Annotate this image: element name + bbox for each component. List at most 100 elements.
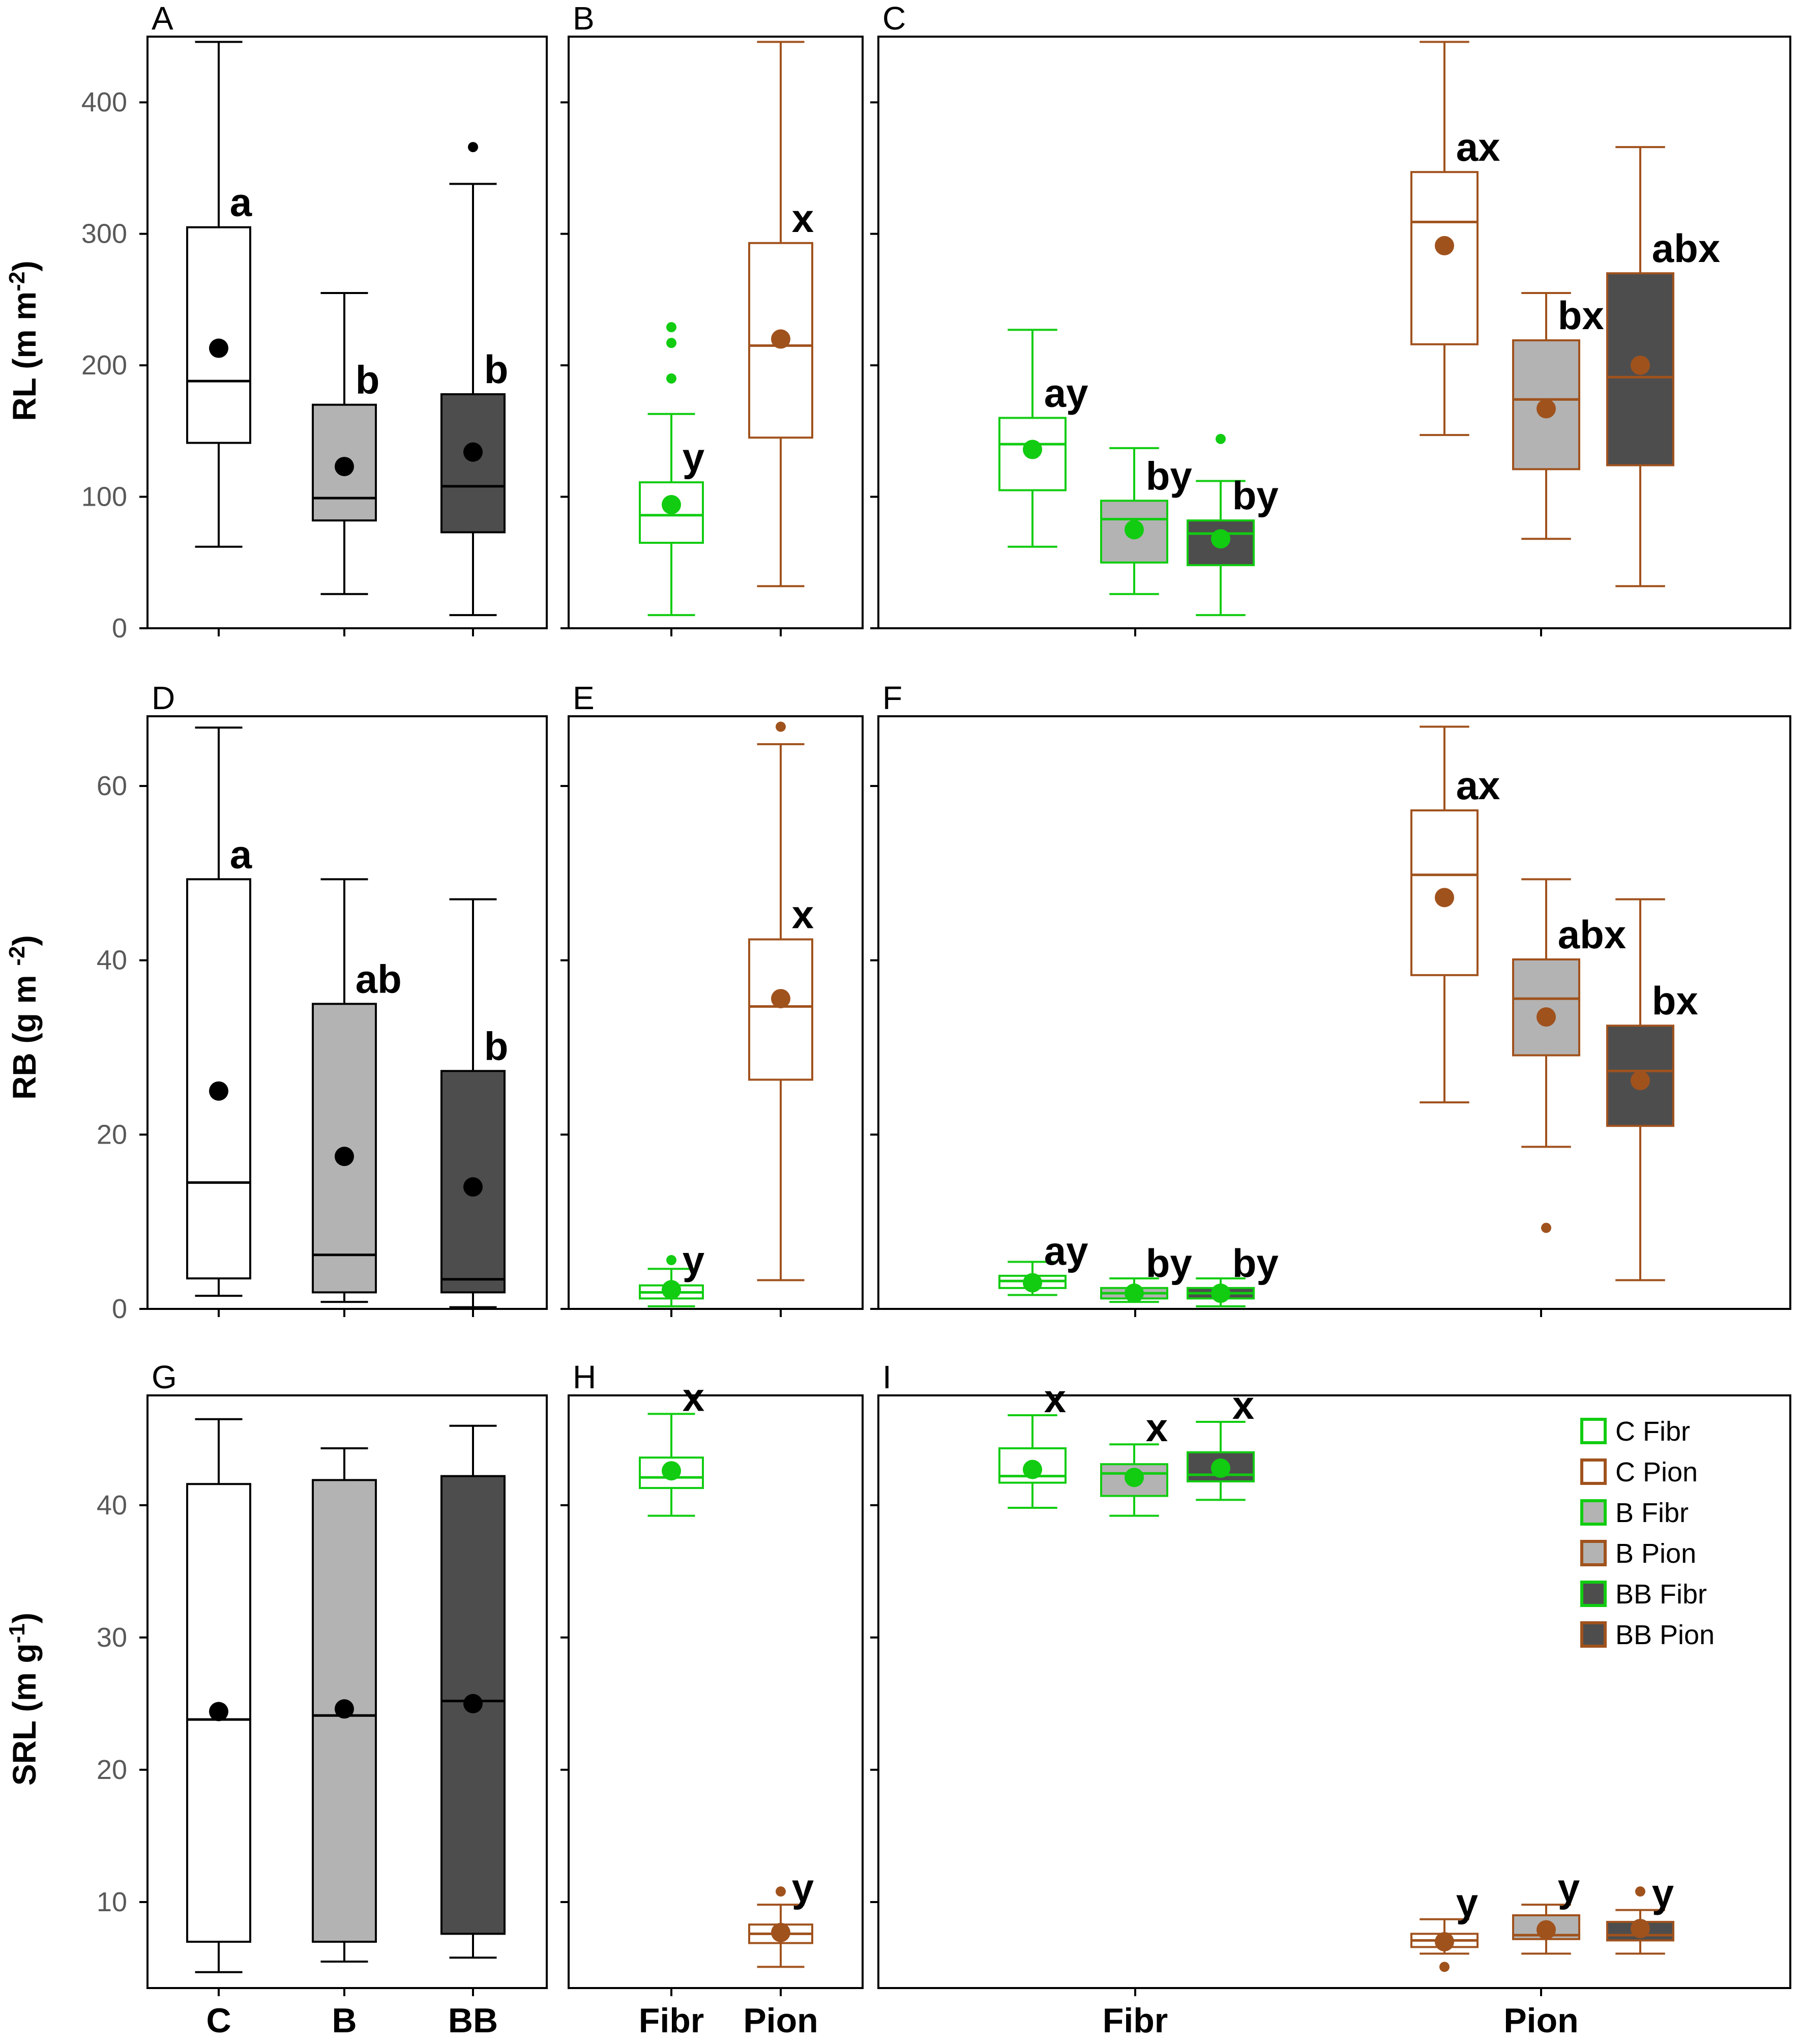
significance-letter: x xyxy=(792,892,814,937)
xcat-c: C xyxy=(206,2001,231,2040)
box-bb-fibr: x xyxy=(1187,1383,1255,1501)
xcat-bb: BB xyxy=(448,2001,498,2040)
y-tick-label: 20 xyxy=(97,1119,127,1150)
panel-frame xyxy=(568,36,864,629)
box-bb-pion: y xyxy=(1606,1871,1674,1955)
box-bb: b xyxy=(440,898,509,1308)
panel-frame xyxy=(568,1394,864,1989)
panel-frame xyxy=(568,715,864,1310)
legend-label: B Pion xyxy=(1615,1538,1696,1569)
box-iqr xyxy=(186,226,251,444)
panel-label: C xyxy=(882,0,906,37)
mean-point xyxy=(771,989,790,1009)
significance-letter: by xyxy=(1146,1241,1192,1286)
mean-point xyxy=(1125,1283,1144,1303)
ylabel-rl: RL (m m-2) xyxy=(5,260,43,421)
significance-letter: ab xyxy=(356,956,402,1001)
legend-item: B Pion xyxy=(1580,1538,1696,1569)
significance-letter: ay xyxy=(1044,370,1088,415)
panel-label: E xyxy=(573,680,595,716)
outlier-point xyxy=(1439,1962,1450,1972)
box-c xyxy=(186,1418,251,1973)
significance-letter: y xyxy=(1652,1871,1674,1916)
mean-point xyxy=(209,1702,228,1721)
outlier-point xyxy=(666,322,676,333)
significance-letter: ay xyxy=(1044,1229,1088,1273)
significance-letter: bx xyxy=(1558,293,1604,338)
mean-point xyxy=(1125,520,1144,540)
significance-letter: a xyxy=(230,832,252,877)
box-b-fibr: by xyxy=(1100,447,1192,595)
xcat-pion-mid: Pion xyxy=(743,2001,818,2040)
outlier-point xyxy=(666,338,676,348)
outlier-point xyxy=(776,1886,786,1897)
box-c-fibr: x xyxy=(998,1376,1067,1509)
xcat-fibr-mid: Fibr xyxy=(639,2001,704,2040)
y-tick-label: 40 xyxy=(97,1490,127,1521)
significance-letter: x xyxy=(1044,1376,1066,1421)
y-tick-label: 60 xyxy=(97,771,127,801)
panel-A: A 0 100 200 300 400 a b b xyxy=(81,0,548,644)
box-iqr xyxy=(1410,171,1479,345)
box-pion: x xyxy=(748,41,814,588)
outlier-point xyxy=(776,721,786,732)
y-tick-label: 40 xyxy=(97,945,127,976)
y-tick-label: 200 xyxy=(81,350,127,381)
mean-point xyxy=(1211,1283,1230,1303)
legend: C Fibr C Pion B Fibr B Pion BB Fibr BB Pion xyxy=(1580,1416,1715,1650)
significance-letter: bx xyxy=(1652,978,1698,1023)
mean-point xyxy=(1537,1920,1556,1940)
significance-letter: abx xyxy=(1558,912,1626,957)
significance-letter: x xyxy=(1146,1405,1168,1450)
box-bb-pion: abx xyxy=(1606,146,1720,588)
panel-frame xyxy=(146,1394,548,1989)
mean-point xyxy=(1435,1932,1454,1951)
legend-item: C Fibr xyxy=(1580,1416,1690,1447)
mean-point xyxy=(335,457,354,477)
panel-frame xyxy=(146,36,548,629)
box-b: b xyxy=(312,291,379,595)
panel-frame xyxy=(877,715,1791,1310)
legend-swatch xyxy=(1580,1499,1607,1526)
panel-D: D 0 20 40 60 a ab b xyxy=(97,680,548,1324)
panel-label: G xyxy=(152,1359,177,1395)
box-fibr: x xyxy=(639,1375,704,1517)
outlier-point xyxy=(1216,433,1226,444)
box-b-fibr: by xyxy=(1100,1241,1192,1303)
mean-point xyxy=(1631,1071,1650,1091)
significance-letter: b xyxy=(484,347,509,392)
y-tick-label: 0 xyxy=(112,613,127,644)
mean-point xyxy=(771,1922,790,1942)
panel-G: G 10 20 30 40 xyxy=(97,1359,548,1996)
box-iqr xyxy=(440,393,506,534)
y-tick-label: 10 xyxy=(97,1887,127,1917)
box-c-pion: y xyxy=(1410,1880,1479,1972)
box-bb-pion: bx xyxy=(1606,898,1698,1281)
box-c-pion: ax xyxy=(1410,41,1500,436)
panel-B: By x xyxy=(560,0,864,636)
mean-point xyxy=(1537,399,1556,419)
box-c: a xyxy=(186,41,252,548)
box-pion: y xyxy=(748,1865,814,1968)
mean-point xyxy=(463,1177,483,1197)
mean-point xyxy=(1537,1007,1556,1027)
box-b: ab xyxy=(312,878,402,1303)
significance-letter: y xyxy=(683,1238,704,1283)
panel-frame xyxy=(146,715,548,1310)
box-fibr: y xyxy=(639,1238,704,1307)
mean-point xyxy=(1435,888,1454,908)
legend-swatch xyxy=(1580,1418,1607,1444)
mean-point xyxy=(1211,529,1230,549)
outlier-point xyxy=(666,373,676,384)
significance-letter: b xyxy=(484,1024,509,1068)
significance-letter: y xyxy=(1558,1865,1580,1910)
y-tick-label: 0 xyxy=(112,1294,127,1324)
box-iqr xyxy=(748,938,813,1081)
ylabel-srl: SRL (m g-1) xyxy=(5,1613,43,1786)
box-c: a xyxy=(186,726,252,1297)
mean-point xyxy=(662,1461,681,1481)
outlier-point xyxy=(666,1255,676,1266)
panel-label: A xyxy=(152,0,173,37)
